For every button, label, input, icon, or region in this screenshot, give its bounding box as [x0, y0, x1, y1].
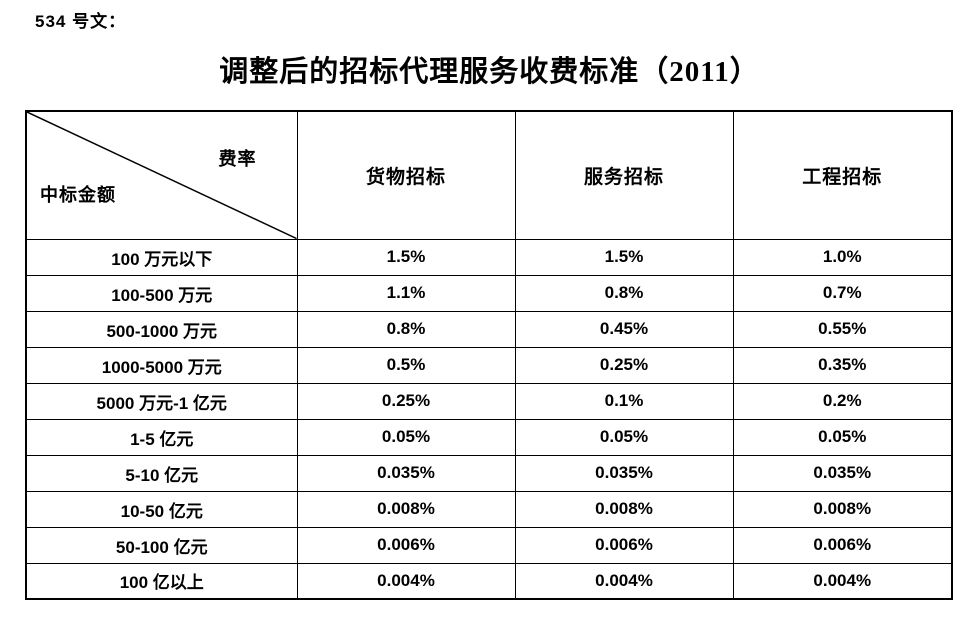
rate-cell: 0.006% [732, 526, 953, 564]
table-row: 5000 万元-1 亿元 0.25% 0.1% 0.2% [25, 382, 953, 420]
amount-range-cell: 50-100 亿元 [25, 526, 298, 564]
rate-cell: 0.008% [732, 490, 953, 528]
amount-range-cell: 5000 万元-1 亿元 [25, 382, 298, 420]
table-row: 500-1000 万元 0.8% 0.45% 0.55% [25, 310, 953, 348]
rate-cell: 0.5% [296, 346, 516, 384]
rate-cell: 0.006% [296, 526, 516, 564]
fee-table-body: 100 万元以下 1.5% 1.5% 1.0% 100-500 万元 1.1% 0.8% 0.… [25, 238, 953, 600]
rate-cell: 1.0% [732, 238, 953, 276]
rate-cell: 0.45% [514, 310, 734, 348]
table-row: 5-10 亿元 0.035% 0.035% 0.035% [25, 454, 953, 492]
rate-cell: 0.035% [732, 454, 953, 492]
rate-cell: 0.8% [296, 310, 516, 348]
column-header-goods: 货物招标 [296, 110, 516, 240]
rate-cell: 0.035% [296, 454, 516, 492]
page-title: 调整后的招标代理服务收费标准（2011） [219, 56, 760, 88]
amount-range-cell: 100 亿以上 [25, 562, 298, 600]
rate-cell: 0.05% [732, 418, 953, 456]
rate-cell: 0.004% [296, 562, 516, 600]
rate-cell: 0.006% [514, 526, 734, 564]
table-row: 50-100 亿元 0.006% 0.006% 0.006% [25, 526, 953, 564]
rate-cell: 0.004% [732, 562, 953, 600]
table-row: 100-500 万元 1.1% 0.8% 0.7% [25, 274, 953, 312]
rate-cell: 0.035% [514, 454, 734, 492]
rate-cell: 1.5% [296, 238, 516, 276]
rate-cell: 0.1% [514, 382, 734, 420]
rate-cell: 1.5% [514, 238, 734, 276]
fee-table: 费率 中标金额 货物招标 服务招标 工程招标 100 万元以下 1.5% 1.5% 1… [25, 110, 953, 600]
rate-cell: 0.8% [514, 274, 734, 312]
amount-range-cell: 1000-5000 万元 [25, 346, 298, 384]
header-row: 费率 中标金额 货物招标 服务招标 工程招标 [25, 110, 953, 240]
table-row: 1000-5000 万元 0.5% 0.25% 0.35% [25, 346, 953, 384]
rate-cell: 0.05% [296, 418, 516, 456]
amount-range-cell: 10-50 亿元 [25, 490, 298, 528]
doc-number-label: 534 号文： [35, 12, 127, 31]
amount-range-cell: 100-500 万元 [25, 274, 298, 312]
rate-cell: 0.2% [732, 382, 953, 420]
table-row: 100 万元以下 1.5% 1.5% 1.0% [25, 238, 953, 276]
amount-range-cell: 5-10 亿元 [25, 454, 298, 492]
rate-cell: 1.1% [296, 274, 516, 312]
amount-range-cell: 100 万元以下 [25, 238, 298, 276]
table-row: 1-5 亿元 0.05% 0.05% 0.05% [25, 418, 953, 456]
rate-cell: 0.35% [732, 346, 953, 384]
rate-cell: 0.05% [514, 418, 734, 456]
rate-cell: 0.7% [732, 274, 953, 312]
rate-cell: 0.25% [296, 382, 516, 420]
table-row: 100 亿以上 0.004% 0.004% 0.004% [25, 562, 953, 600]
corner-label-rate: 费率 [218, 149, 257, 169]
rate-cell: 0.25% [514, 346, 734, 384]
rate-cell: 0.008% [296, 490, 516, 528]
column-header-engineering: 工程招标 [732, 110, 953, 240]
corner-header-cell: 费率 中标金额 [25, 110, 298, 240]
rate-cell: 0.55% [732, 310, 953, 348]
diagonal-divider-line [27, 112, 297, 239]
table-row: 10-50 亿元 0.008% 0.008% 0.008% [25, 490, 953, 528]
amount-range-cell: 500-1000 万元 [25, 310, 298, 348]
rate-cell: 0.004% [514, 562, 734, 600]
corner-label-amount: 中标金额 [40, 184, 116, 205]
column-header-services: 服务招标 [514, 110, 734, 240]
amount-range-cell: 1-5 亿元 [25, 418, 298, 456]
rate-cell: 0.008% [514, 490, 734, 528]
